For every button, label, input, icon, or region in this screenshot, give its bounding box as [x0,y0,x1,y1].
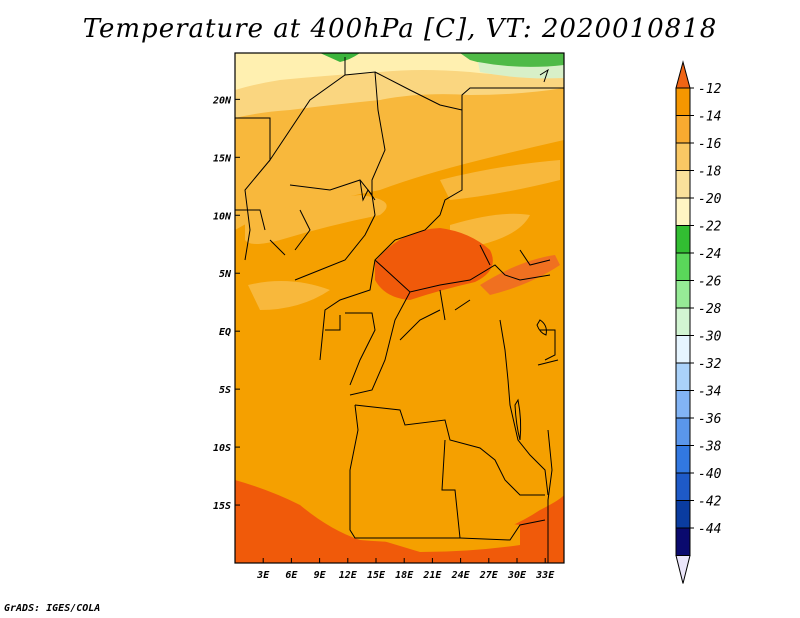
y-tick-label: 5N [219,269,232,280]
x-axis-ticks: 3E 6E 9E 12E 15E 18E 21E 24E 27E 30E 33E [256,558,555,581]
colorbar-label: -42 [698,495,722,510]
colorbar-label: -12 [698,82,722,97]
colorbar-box [675,527,691,556]
colorbar-box [675,197,691,226]
colorbar-label: -20 [698,192,722,207]
colorbar-box [675,170,691,199]
x-tick-label: 18E [395,570,414,581]
x-tick-label: 12E [339,570,358,581]
x-tick-label: 27E [479,570,499,581]
x-tick-label: 33E [535,570,555,581]
map-title: Temperature at 400hPa [C], VT: 202001081… [82,14,718,44]
x-tick-label: 30E [507,570,527,581]
colorbar-label: -26 [698,275,722,290]
colorbar-box [675,362,691,391]
x-tick-label: 24E [451,570,471,581]
colorbar-label: -40 [698,467,722,482]
temperature-field [235,53,564,563]
colorbar-box [675,280,691,309]
colorbar-box [675,417,691,446]
colorbar-box [675,335,691,364]
colorbar-box [675,115,691,144]
y-tick-label: 5S [219,385,231,396]
colorbar-top-arrow [675,60,691,89]
colorbar-label: -16 [698,137,722,152]
colorbar-box [675,142,691,171]
colorbar-box [675,500,691,529]
colorbar-box [675,87,691,116]
y-tick-label: 20N [212,95,232,106]
colorbar-label: -32 [698,357,722,372]
x-tick-label: 21E [422,570,442,581]
country-borders [235,57,564,563]
colorbar-label: -28 [698,302,722,317]
colorbar-box [675,445,691,474]
colorbar: -12 -14 -16 -18 -20 -22 -24 -26 -28 -30 -32 -34 -36 -… [675,60,722,584]
colorbar-label: -36 [698,412,722,427]
y-tick-label: EQ [219,327,231,338]
colorbar-box [675,390,691,419]
y-tick-label: 10N [213,211,232,222]
map-frame [234,52,565,564]
y-axis-ticks: 20N 15N 10N 5N EQ 5S 10S 15S [212,95,240,512]
y-tick-label: 10S [213,443,231,454]
colorbar-label: -30 [698,330,722,345]
colorbar-label: -14 [698,110,721,125]
colorbar-box [675,307,691,336]
credit-text: GrADS: IGES/COLA [4,603,101,614]
x-tick-label: 6E [285,570,298,581]
colorbar-label: -22 [698,220,722,235]
y-tick-label: 15S [213,501,231,512]
colorbar-box [675,252,691,281]
x-tick-label: 9E [314,570,327,581]
colorbar-box [675,225,691,254]
x-tick-label: 3E [256,570,270,581]
y-tick-label: 15N [213,153,232,164]
colorbar-label: -38 [698,440,722,455]
colorbar-bottom-arrow [675,555,691,584]
colorbar-label: -44 [698,522,721,537]
colorbar-label: -24 [698,247,721,262]
colorbar-label: -18 [698,165,722,180]
x-tick-label: 15E [367,570,386,581]
colorbar-box [675,472,691,501]
colorbar-label: -34 [698,385,721,400]
